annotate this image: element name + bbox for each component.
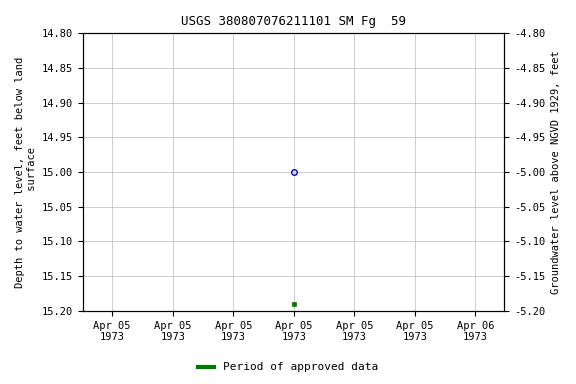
Y-axis label: Depth to water level, feet below land
 surface: Depth to water level, feet below land su… xyxy=(15,56,37,288)
Y-axis label: Groundwater level above NGVD 1929, feet: Groundwater level above NGVD 1929, feet xyxy=(551,50,561,294)
Title: USGS 380807076211101 SM Fg  59: USGS 380807076211101 SM Fg 59 xyxy=(181,15,406,28)
Legend: Period of approved data: Period of approved data xyxy=(193,358,383,377)
